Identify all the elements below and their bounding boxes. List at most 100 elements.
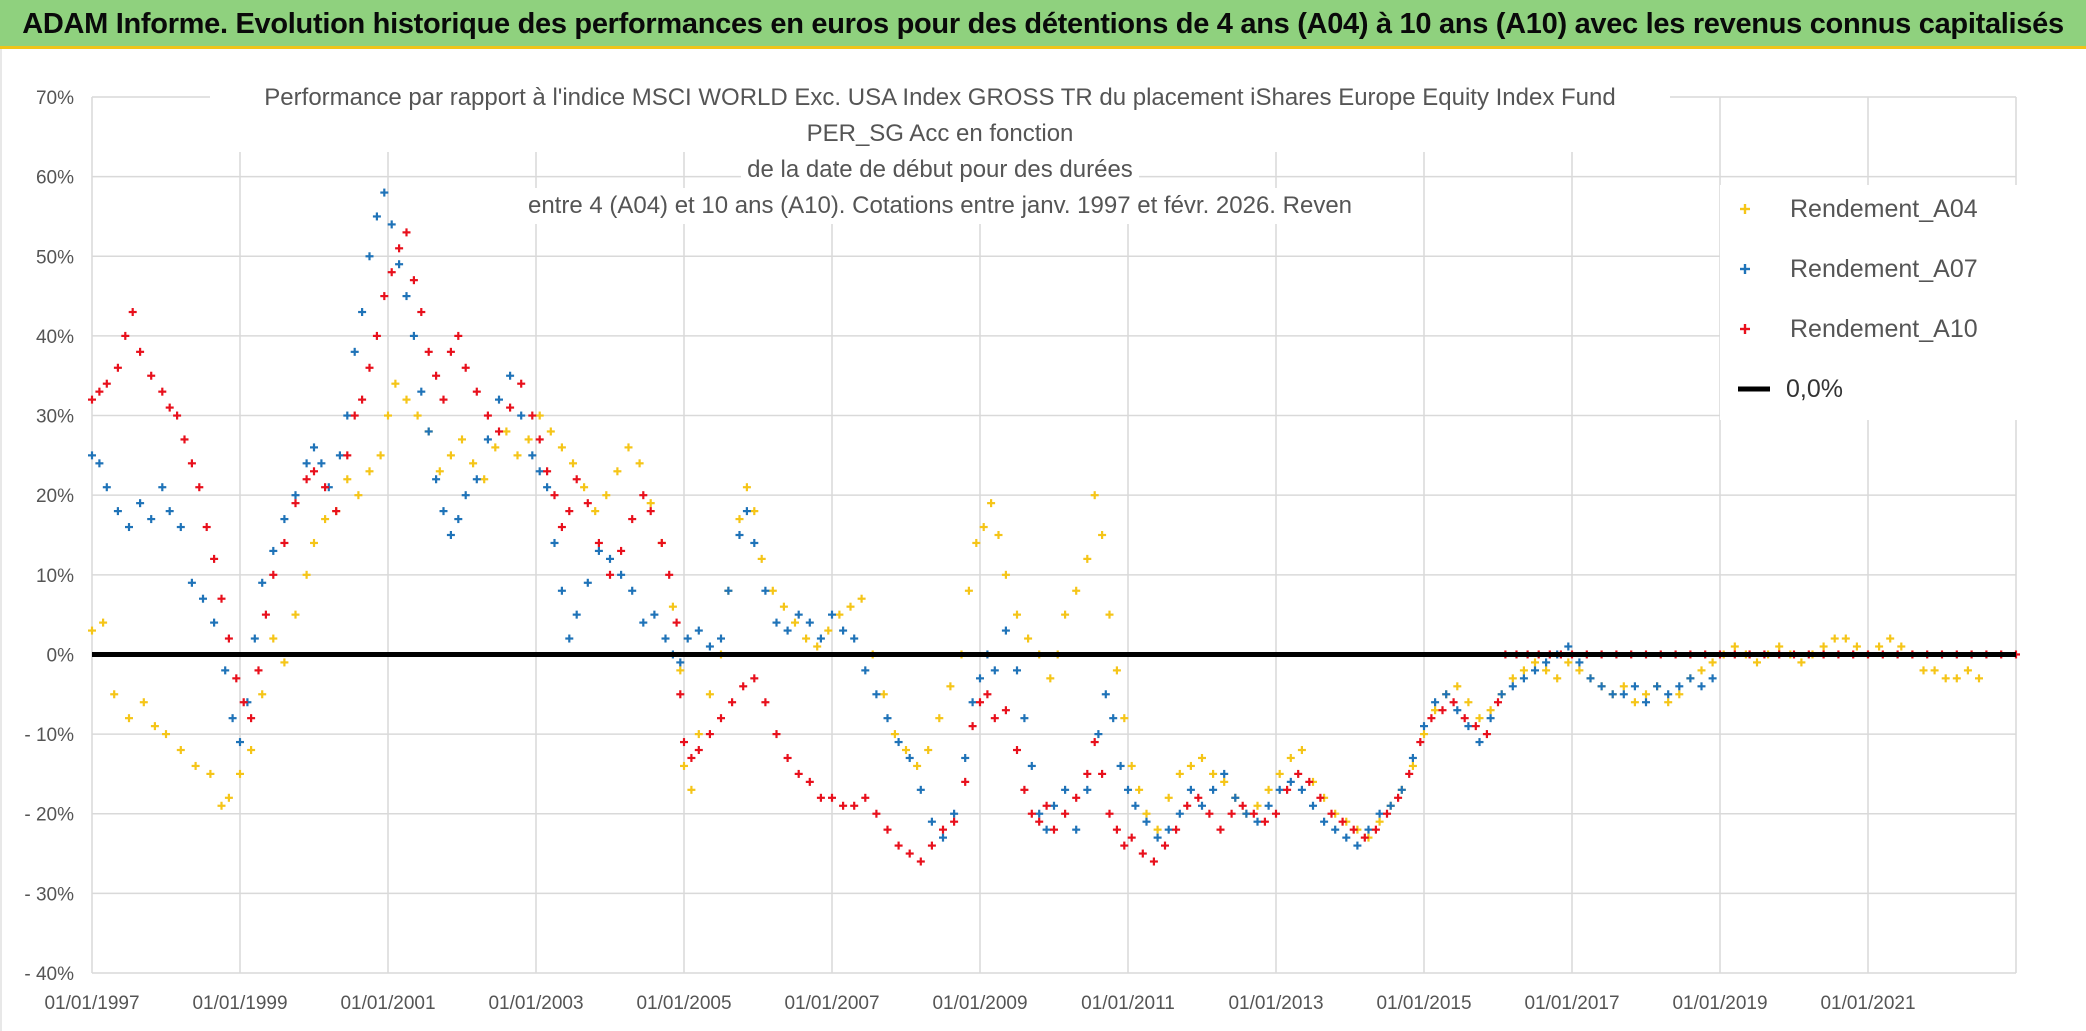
data-point-a07 [372, 212, 381, 221]
data-point-a04 [280, 658, 289, 667]
data-point-a10 [1105, 809, 1114, 818]
legend-item-zero: 0,0% [1720, 369, 2030, 409]
data-point-a10 [495, 427, 503, 436]
data-point-a07 [454, 515, 463, 524]
data-point-a10 [1098, 769, 1107, 778]
data-point-a04 [1664, 698, 1673, 707]
data-point-a04 [1730, 642, 1739, 651]
data-point-a07 [1309, 801, 1317, 810]
data-point-a04 [946, 682, 955, 691]
data-point-a07 [1597, 682, 1606, 691]
data-point-a04 [835, 610, 844, 619]
data-point-a10 [432, 371, 441, 380]
data-point-a10 [1272, 809, 1280, 818]
data-point-a04 [343, 475, 352, 484]
data-point-a10 [439, 395, 448, 404]
data-point-a04 [1941, 674, 1950, 683]
data-point-a07 [517, 411, 526, 420]
data-point-a07 [761, 586, 770, 595]
data-point-a10 [1405, 769, 1414, 778]
data-point-a04 [890, 730, 899, 739]
data-point-a07 [828, 610, 836, 619]
data-point-a04 [1508, 674, 1517, 683]
data-point-a10 [872, 809, 881, 818]
data-point-a07 [968, 698, 977, 707]
data-point-a04 [1112, 666, 1121, 675]
data-point-a07 [1664, 690, 1673, 699]
data-point-a10 [750, 674, 759, 683]
data-point-a04 [125, 714, 133, 723]
data-point-a10 [1050, 825, 1058, 834]
data-point-a10 [1416, 738, 1425, 747]
data-point-a04 [694, 730, 703, 739]
data-point-a07 [1675, 682, 1684, 691]
data-point-a04 [1675, 690, 1684, 699]
data-point-a07 [417, 387, 426, 396]
series-a04 [88, 379, 1983, 842]
data-point-a07 [221, 666, 230, 675]
data-point-a10 [1001, 706, 1010, 715]
data-point-a10 [639, 491, 648, 500]
data-point-a07 [165, 507, 174, 516]
data-point-a04 [1708, 658, 1717, 667]
data-point-a07 [872, 690, 881, 699]
data-point-a07 [1275, 785, 1284, 794]
data-point-a07 [250, 634, 259, 643]
data-point-a07 [358, 308, 367, 317]
data-point-a07 [1697, 682, 1706, 691]
data-point-a10 [506, 403, 515, 412]
data-point-a07 [905, 753, 914, 762]
data-point-a10 [1338, 817, 1347, 826]
data-point-a10 [1013, 746, 1021, 755]
data-point-a07 [1630, 682, 1639, 691]
data-point-a10 [291, 499, 300, 508]
data-point-a04 [391, 379, 400, 388]
data-point-a04 [1420, 730, 1428, 739]
data-point-a04 [1135, 785, 1144, 794]
x-tick-label: 01/01/2021 [1820, 993, 1915, 1014]
data-point-a04 [513, 451, 522, 460]
data-point-a10 [1035, 817, 1044, 826]
data-point-a10 [543, 467, 552, 476]
data-point-a07 [683, 634, 692, 643]
data-point-a04 [176, 746, 185, 755]
chart-title-line-3: entre 4 (A04) et 10 ans (A10). Cotations… [521, 188, 1359, 224]
data-point-a10 [310, 467, 318, 476]
data-point-a07 [258, 578, 267, 587]
data-point-a04 [1061, 610, 1070, 619]
plus-marker-icon [1740, 264, 1750, 274]
y-tick-label: 40% [36, 327, 74, 348]
data-point-a10 [805, 777, 814, 786]
data-point-a10 [280, 538, 289, 547]
data-point-a07 [1072, 825, 1081, 834]
data-point-a07 [302, 459, 311, 468]
data-point-a04 [1220, 777, 1229, 786]
data-point-a10 [950, 817, 959, 826]
data-point-a07 [409, 331, 418, 340]
data-point-a04 [458, 435, 466, 444]
data-point-a04 [321, 515, 330, 524]
data-point-a04 [446, 451, 455, 460]
data-point-a04 [987, 499, 996, 508]
header-bar: ADAM Informe. Evolution historique des p… [0, 0, 2086, 49]
data-point-a10 [550, 491, 559, 500]
data-point-a10 [1438, 706, 1447, 715]
data-point-a10 [1305, 777, 1314, 786]
data-point-a07 [1420, 722, 1428, 731]
data-point-a07 [380, 188, 389, 197]
data-point-a10 [694, 746, 703, 755]
data-point-a04 [236, 769, 244, 778]
data-point-a07 [1042, 825, 1051, 834]
data-point-a07 [147, 515, 156, 524]
data-point-a10 [916, 857, 925, 866]
data-point-a07 [1116, 761, 1125, 770]
data-point-a10 [332, 507, 341, 516]
data-point-a07 [1050, 801, 1058, 810]
data-point-a07 [310, 443, 318, 452]
data-point-a07 [446, 531, 455, 539]
data-point-a04 [680, 761, 688, 770]
data-point-a07 [1331, 825, 1340, 834]
data-point-a10 [147, 371, 156, 380]
y-axis: 70% 60% 50% 40% 30% 20% 10% 0% - 10% - 20% - 30% - … [24, 88, 74, 985]
data-point-a10 [1449, 698, 1458, 707]
